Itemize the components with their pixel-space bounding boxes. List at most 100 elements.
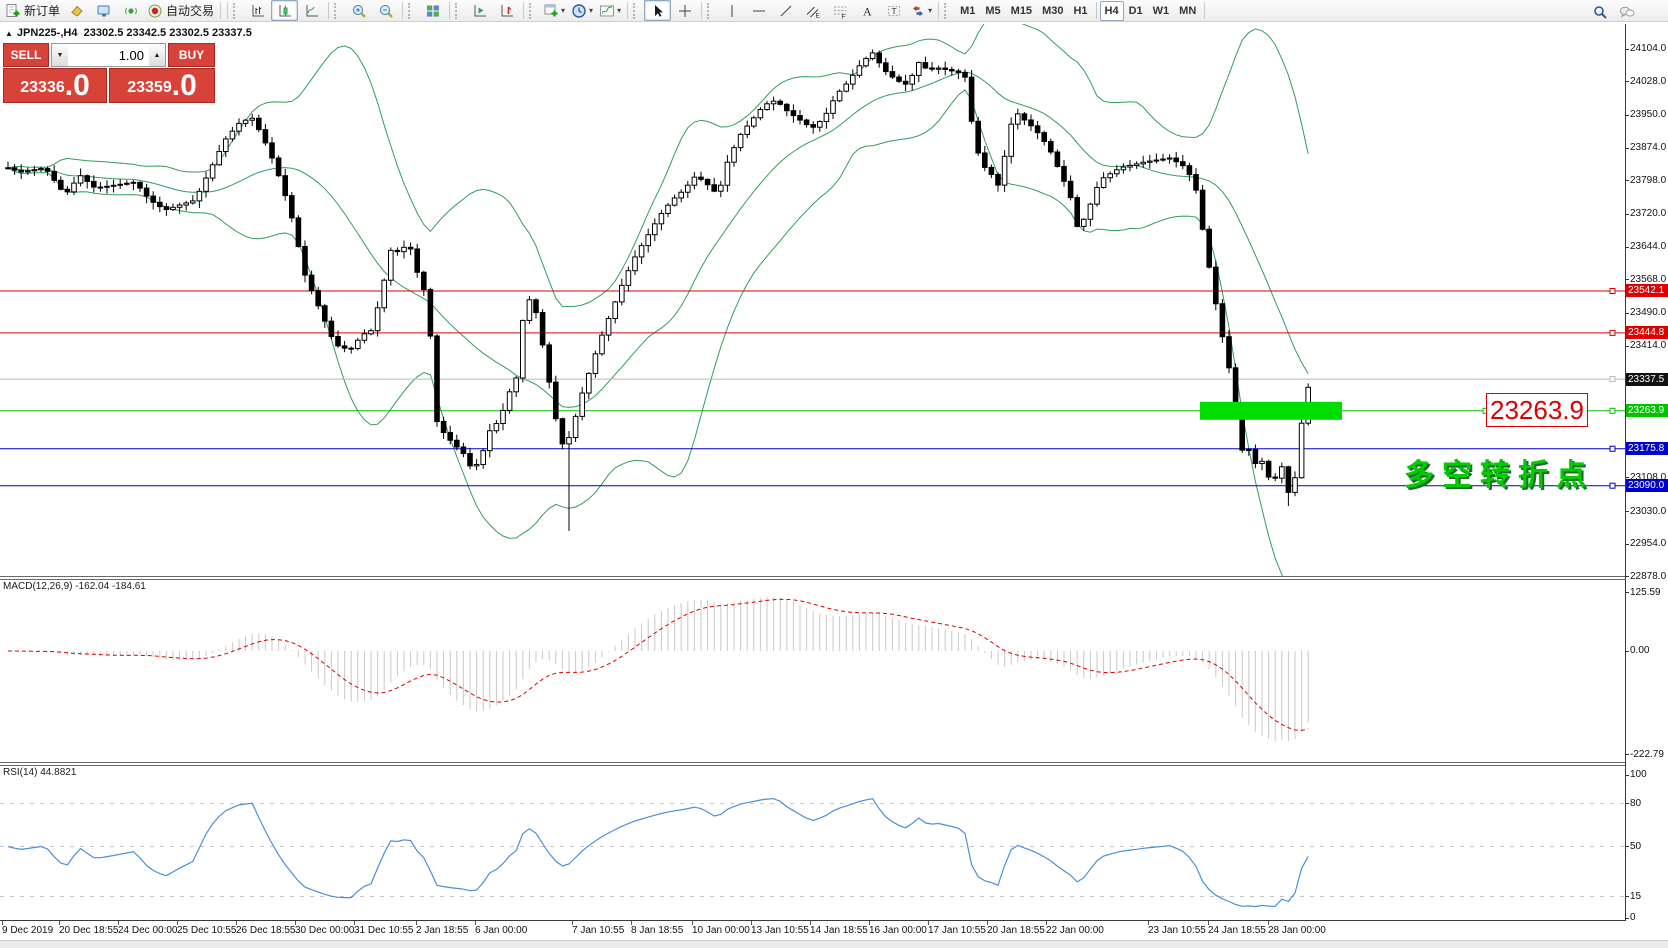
rsi-tick-80: 80 bbox=[1630, 797, 1642, 809]
time-tick bbox=[2, 921, 3, 925]
volume-input[interactable] bbox=[68, 44, 149, 66]
metaeditor-button[interactable] bbox=[63, 0, 90, 21]
rsi-tick-100: 100 bbox=[1630, 769, 1647, 780]
line-handle[interactable] bbox=[1609, 376, 1616, 383]
toolbar-drag-handle[interactable] bbox=[944, 2, 951, 19]
toolbar-drag-handle[interactable] bbox=[455, 2, 462, 19]
timeframe-tf-w1-button[interactable]: W1 bbox=[1148, 1, 1175, 21]
pivot-note-text[interactable]: 多空转折点 bbox=[1404, 459, 1594, 492]
dropdown-arrow-icon[interactable]: ▾ bbox=[561, 6, 566, 15]
timeframe-tf-h4-button[interactable]: H4 bbox=[1099, 0, 1124, 21]
pane-separator[interactable] bbox=[0, 765, 1625, 766]
time-scale[interactable]: 9 Dec 2019 20 Dec 18:55 24 Dec 00:00 25 Dec… bbox=[0, 921, 1668, 940]
volume-decrease-button[interactable]: ▼ bbox=[52, 44, 68, 66]
periods-button[interactable]: ▾ bbox=[568, 0, 596, 21]
chart-shift-button[interactable] bbox=[493, 0, 520, 21]
zoom-out-button[interactable] bbox=[372, 0, 399, 21]
line-handle[interactable] bbox=[1609, 407, 1616, 414]
toolbar-drag-handle[interactable] bbox=[408, 2, 415, 19]
timeframe-tf-m30-button[interactable]: M30 bbox=[1037, 1, 1068, 21]
buy-button[interactable]: BUY bbox=[168, 43, 215, 67]
pane-separator[interactable] bbox=[0, 762, 1625, 763]
new-order-button[interactable]: 新订单 bbox=[2, 0, 63, 21]
line-handle[interactable] bbox=[1609, 445, 1616, 452]
rsi-pane[interactable] bbox=[0, 766, 1625, 920]
toolbar-drag-handle[interactable] bbox=[334, 2, 341, 19]
toolbar-right-icons bbox=[1586, 1, 1640, 22]
signals-button[interactable] bbox=[117, 0, 144, 21]
autotrading-button[interactable]: 自动交易 bbox=[144, 0, 217, 21]
text-button[interactable]: A bbox=[853, 0, 880, 21]
cursor-button[interactable] bbox=[644, 0, 672, 21]
price-tick-23644.0: 23644.0 bbox=[1630, 241, 1667, 253]
indicators-button[interactable]: ▾ bbox=[596, 0, 624, 21]
arrows-button[interactable]: ▾ bbox=[907, 0, 935, 21]
dropdown-arrow-icon[interactable]: ▾ bbox=[928, 6, 933, 15]
cursor-icon bbox=[654, 4, 663, 17]
time-tick bbox=[1208, 921, 1209, 925]
market-watch-button[interactable] bbox=[90, 0, 117, 21]
time-label: 2 Jan 18:55 bbox=[416, 925, 469, 936]
timeframe-tf-m1-button[interactable]: M1 bbox=[955, 1, 980, 21]
axis-tick bbox=[1625, 576, 1629, 578]
horizontal-line-button[interactable] bbox=[745, 0, 772, 21]
tile-windows-button[interactable] bbox=[419, 0, 446, 21]
periods-icon bbox=[572, 3, 586, 18]
rsi-canvas[interactable] bbox=[0, 766, 1625, 920]
line-chart-button[interactable] bbox=[298, 0, 325, 21]
dropdown-arrow-icon[interactable]: ▾ bbox=[617, 6, 622, 15]
crosshair-button[interactable] bbox=[671, 0, 698, 21]
line-handle[interactable] bbox=[1609, 287, 1616, 294]
bollinger-lower-band bbox=[7, 89, 1283, 576]
toolbar-drag-handle[interactable] bbox=[707, 2, 714, 19]
price-tick-23874.0: 23874.0 bbox=[1630, 142, 1667, 154]
price-tick-23798.0: 23798.0 bbox=[1630, 174, 1667, 186]
search-button[interactable] bbox=[1586, 1, 1613, 22]
price-tick-23414.0: 23414.0 bbox=[1630, 340, 1667, 352]
price-callout[interactable]: 23263.9 bbox=[1486, 393, 1588, 427]
timeframe-tf-m5-button[interactable]: M5 bbox=[980, 1, 1005, 21]
autotrading-icon bbox=[148, 4, 162, 17]
line-handle[interactable] bbox=[1609, 329, 1616, 336]
price-tag-23542.1: 23542.1 bbox=[1626, 284, 1668, 298]
price-axis-line bbox=[1625, 24, 1626, 921]
volume-increase-button[interactable]: ▲ bbox=[149, 44, 165, 66]
price-chart-canvas[interactable] bbox=[0, 24, 1625, 576]
highlight-rectangle[interactable] bbox=[1200, 401, 1342, 420]
text-label-icon: T bbox=[887, 5, 900, 16]
time-tick bbox=[177, 921, 178, 925]
dropdown-arrow-icon[interactable]: ▾ bbox=[589, 6, 594, 15]
market-watch-icon bbox=[97, 5, 110, 16]
candlestick-chart-button[interactable] bbox=[271, 0, 299, 21]
toolbar-drag-handle[interactable] bbox=[633, 2, 640, 19]
chat-button[interactable] bbox=[1613, 1, 1640, 22]
sell-price[interactable]: 23336.0 bbox=[3, 68, 107, 103]
fibonacci-button[interactable]: F bbox=[826, 0, 853, 21]
macd-pane[interactable] bbox=[0, 580, 1625, 761]
bollinger-upper-band bbox=[7, 24, 1309, 308]
toolbar-drag-handle[interactable] bbox=[529, 2, 536, 19]
pane-separator[interactable] bbox=[0, 579, 1625, 580]
trendline-button[interactable] bbox=[772, 0, 799, 21]
timeframe-tf-d1-button[interactable]: D1 bbox=[1124, 1, 1148, 21]
pane-separator[interactable] bbox=[0, 576, 1625, 577]
text-label-button[interactable]: T bbox=[880, 0, 907, 21]
toolbar-drag-handle[interactable] bbox=[233, 2, 240, 19]
sell-button[interactable]: SELL bbox=[3, 43, 49, 67]
time-label: 25 Dec 10:55 bbox=[177, 925, 237, 936]
auto-scroll-button[interactable] bbox=[466, 0, 493, 21]
new-chart-button[interactable]: ▾ bbox=[540, 0, 568, 21]
line-handle[interactable] bbox=[1609, 482, 1616, 489]
timeframe-tf-m15-button[interactable]: M15 bbox=[1006, 1, 1037, 21]
macd-canvas[interactable] bbox=[0, 580, 1625, 761]
timeframe-tf-h1-button[interactable]: H1 bbox=[1068, 1, 1092, 21]
equidistant-channel-button[interactable]: E bbox=[799, 0, 826, 21]
timeframe-tf-mn-button[interactable]: MN bbox=[1174, 1, 1201, 21]
vertical-line-button[interactable] bbox=[718, 0, 745, 21]
zoom-in-button[interactable] bbox=[345, 0, 372, 21]
bar-chart-button[interactable] bbox=[244, 0, 271, 21]
tf-h1-label: H1 bbox=[1073, 4, 1088, 17]
main-chart-pane[interactable] bbox=[0, 24, 1625, 576]
buy-price[interactable]: 23359.0 bbox=[109, 68, 215, 103]
svg-text:T: T bbox=[891, 6, 896, 16]
